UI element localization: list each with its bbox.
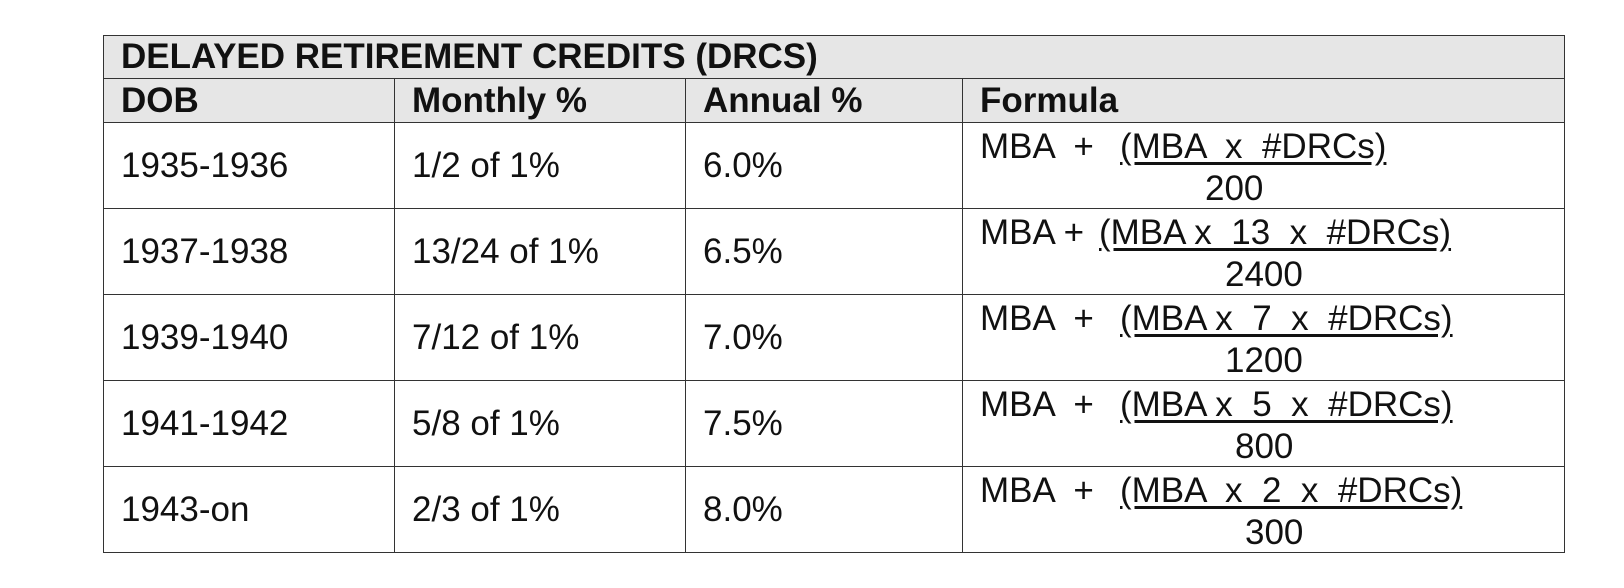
formula-denominator: 2400	[1225, 255, 1303, 294]
table-row: 1941-1942 5/8 of 1% 7.5% MBA + (MBA x 5 …	[103, 380, 1565, 467]
formula-cell: MBA + (MBA x #DRCs) 200	[962, 122, 1565, 209]
table-header-row: DOB Monthly % Annual % Formula	[103, 78, 1565, 123]
formula-numerator: (MBA x 2 x #DRCs)	[1120, 471, 1463, 510]
monthly-cell: 13/24 of 1%	[394, 208, 686, 295]
formula-denominator: 200	[1205, 169, 1264, 208]
formula-prefix: MBA +	[980, 385, 1094, 424]
formula-numerator: (MBA x 13 x #DRCs)	[1099, 213, 1452, 252]
dob-cell: 1943-on	[103, 466, 395, 553]
formula-numerator: (MBA x 7 x #DRCs)	[1120, 299, 1453, 338]
formula-numerator: (MBA x 5 x #DRCs)	[1120, 385, 1453, 424]
table-row: 1937-1938 13/24 of 1% 6.5% MBA + (MBA x …	[103, 208, 1565, 295]
column-header-dob: DOB	[103, 78, 395, 123]
monthly-cell: 5/8 of 1%	[394, 380, 686, 467]
annual-cell: 7.5%	[685, 380, 963, 467]
table-row: 1939-1940 7/12 of 1% 7.0% MBA + (MBA x 7…	[103, 294, 1565, 381]
formula-cell: MBA + (MBA x 2 x #DRCs) 300	[962, 466, 1565, 553]
drc-table: DELAYED RETIREMENT CREDITS (DRCS) DOB Mo…	[103, 35, 1565, 553]
formula: MBA + (MBA x 13 x #DRCs) 2400	[980, 209, 1564, 294]
table-title-row: DELAYED RETIREMENT CREDITS (DRCS)	[103, 35, 1565, 79]
formula-denominator: 300	[1245, 513, 1304, 552]
formula: MBA + (MBA x #DRCs) 200	[980, 123, 1564, 208]
formula-cell: MBA + (MBA x 5 x #DRCs) 800	[962, 380, 1565, 467]
annual-cell: 7.0%	[685, 294, 963, 381]
dob-cell: 1935-1936	[103, 122, 395, 209]
column-header-monthly: Monthly %	[394, 78, 686, 123]
formula: MBA + (MBA x 5 x #DRCs) 800	[980, 381, 1564, 466]
monthly-cell: 1/2 of 1%	[394, 122, 686, 209]
table-row: 1943-on 2/3 of 1% 8.0% MBA + (MBA x 2 x …	[103, 466, 1565, 553]
column-header-formula: Formula	[962, 78, 1565, 123]
column-header-annual: Annual %	[685, 78, 963, 123]
dob-cell: 1941-1942	[103, 380, 395, 467]
formula-prefix: MBA +	[980, 299, 1094, 338]
formula-denominator: 1200	[1225, 341, 1303, 380]
table-row: 1935-1936 1/2 of 1% 6.0% MBA + (MBA x #D…	[103, 122, 1565, 209]
formula: MBA + (MBA x 2 x #DRCs) 300	[980, 467, 1564, 552]
formula-prefix: MBA +	[980, 213, 1085, 252]
dob-cell: 1939-1940	[103, 294, 395, 381]
monthly-cell: 7/12 of 1%	[394, 294, 686, 381]
formula-prefix: MBA +	[980, 127, 1094, 166]
formula-denominator: 800	[1235, 427, 1294, 466]
formula-numerator: (MBA x #DRCs)	[1120, 127, 1387, 166]
annual-cell: 6.5%	[685, 208, 963, 295]
formula-cell: MBA + (MBA x 7 x #DRCs) 1200	[962, 294, 1565, 381]
formula-cell: MBA + (MBA x 13 x #DRCs) 2400	[962, 208, 1565, 295]
dob-cell: 1937-1938	[103, 208, 395, 295]
monthly-cell: 2/3 of 1%	[394, 466, 686, 553]
formula-prefix: MBA +	[980, 471, 1094, 510]
annual-cell: 6.0%	[685, 122, 963, 209]
table-title: DELAYED RETIREMENT CREDITS (DRCS)	[103, 35, 1565, 79]
annual-cell: 8.0%	[685, 466, 963, 553]
formula: MBA + (MBA x 7 x #DRCs) 1200	[980, 295, 1564, 380]
